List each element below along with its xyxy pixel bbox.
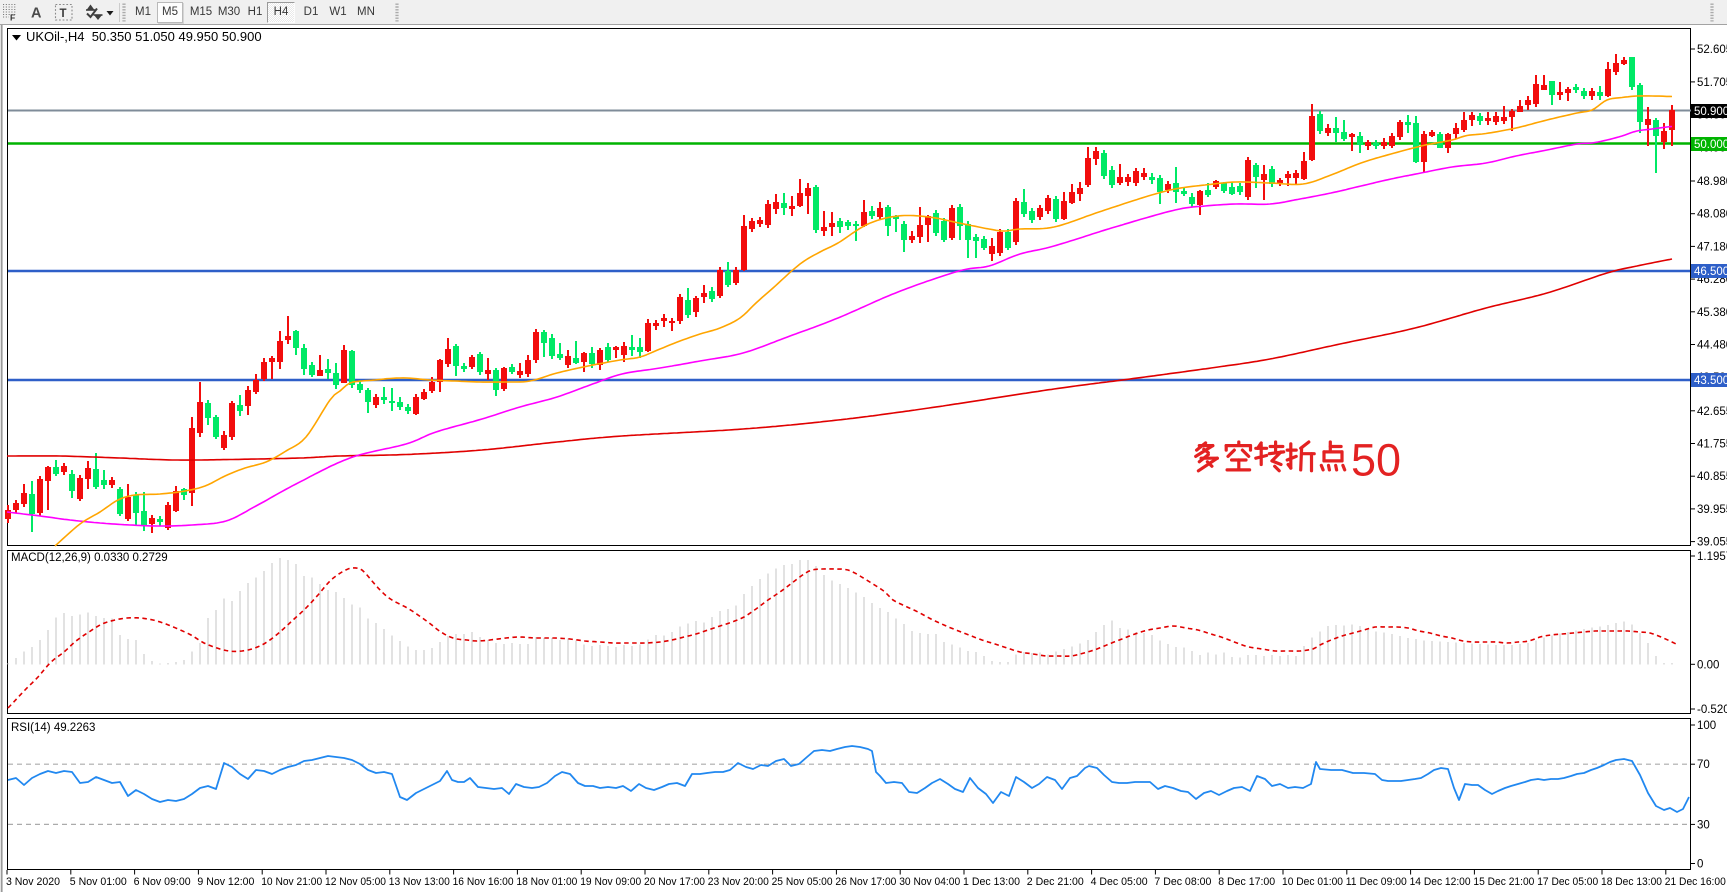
- svg-text:8 Dec 17:00: 8 Dec 17:00: [1218, 876, 1275, 888]
- svg-text:26 Nov 17:00: 26 Nov 17:00: [835, 876, 896, 888]
- svg-text:4 Dec 05:00: 4 Dec 05:00: [1091, 876, 1148, 888]
- svg-text:18 Dec 13:00: 18 Dec 13:00: [1601, 876, 1662, 888]
- svg-text:47.180: 47.180: [1697, 241, 1727, 253]
- svg-text:-0.5209: -0.5209: [1697, 704, 1727, 716]
- svg-text:A: A: [31, 6, 42, 22]
- svg-text:1 Dec 13:00: 1 Dec 13:00: [963, 876, 1020, 888]
- svg-text:14 Dec 12:00: 14 Dec 12:00: [1410, 876, 1471, 888]
- svg-text:40.855: 40.855: [1697, 471, 1727, 483]
- svg-text:12 Nov 05:00: 12 Nov 05:00: [325, 876, 386, 888]
- svg-text:21 Dec 16:00: 21 Dec 16:00: [1665, 876, 1726, 888]
- svg-text:44.480: 44.480: [1697, 340, 1727, 352]
- svg-text:10 Dec 01:00: 10 Dec 01:00: [1282, 876, 1343, 888]
- svg-text:70: 70: [1697, 759, 1710, 771]
- svg-text:7 Dec 08:00: 7 Dec 08:00: [1154, 876, 1211, 888]
- svg-text:UKOil-,H4 50.350 51.050 49.95: UKOil-,H4 50.350 51.050 49.950 50.900: [26, 29, 262, 44]
- svg-text:41.755: 41.755: [1697, 439, 1727, 451]
- svg-text:52.605: 52.605: [1697, 44, 1727, 56]
- svg-text:48.080: 48.080: [1697, 209, 1727, 221]
- svg-text:50: 50: [1351, 435, 1401, 486]
- svg-text:11 Dec 09:00: 11 Dec 09:00: [1346, 876, 1407, 888]
- svg-text:19 Nov 09:00: 19 Nov 09:00: [580, 876, 641, 888]
- svg-text:16 Nov 16:00: 16 Nov 16:00: [453, 876, 514, 888]
- svg-text:0.00: 0.00: [1697, 659, 1719, 671]
- svg-text:2 Dec 21:00: 2 Dec 21:00: [1027, 876, 1084, 888]
- svg-text:3 Nov 2020: 3 Nov 2020: [6, 876, 60, 888]
- svg-text:17 Dec 05:00: 17 Dec 05:00: [1537, 876, 1598, 888]
- svg-text:T: T: [60, 8, 67, 20]
- svg-text:51.705: 51.705: [1697, 77, 1727, 89]
- svg-text:F: F: [10, 13, 15, 23]
- svg-text:5 Nov 01:00: 5 Nov 01:00: [70, 876, 127, 888]
- svg-text:MACD(12,26,9) 0.0330 0.2729: MACD(12,26,9) 0.0330 0.2729: [11, 552, 168, 564]
- svg-text:15 Dec 21:00: 15 Dec 21:00: [1473, 876, 1534, 888]
- svg-text:20 Nov 17:00: 20 Nov 17:00: [644, 876, 705, 888]
- svg-text:45.380: 45.380: [1697, 307, 1727, 319]
- svg-text:13 Nov 13:00: 13 Nov 13:00: [389, 876, 450, 888]
- svg-text:0: 0: [1697, 859, 1703, 871]
- svg-text:48.980: 48.980: [1697, 176, 1727, 188]
- svg-text:6 Nov 09:00: 6 Nov 09:00: [134, 876, 191, 888]
- svg-text:RSI(14) 49.2263: RSI(14) 49.2263: [11, 722, 95, 734]
- svg-text:23 Nov 20:00: 23 Nov 20:00: [708, 876, 769, 888]
- svg-text:9 Nov 12:00: 9 Nov 12:00: [197, 876, 254, 888]
- svg-text:39.955: 39.955: [1697, 504, 1727, 516]
- svg-text:43.500: 43.500: [1694, 375, 1727, 387]
- svg-text:25 Nov 05:00: 25 Nov 05:00: [772, 876, 833, 888]
- svg-text:18 Nov 01:00: 18 Nov 01:00: [516, 876, 577, 888]
- svg-text:39.055: 39.055: [1697, 537, 1727, 549]
- svg-text:50.000: 50.000: [1694, 139, 1727, 151]
- svg-text:50.900: 50.900: [1694, 106, 1727, 118]
- svg-text:30: 30: [1697, 819, 1710, 831]
- svg-text:46.500: 46.500: [1694, 266, 1727, 278]
- svg-text:30 Nov 04:00: 30 Nov 04:00: [899, 876, 960, 888]
- svg-text:10 Nov 21:00: 10 Nov 21:00: [261, 876, 322, 888]
- svg-text:42.655: 42.655: [1697, 406, 1727, 418]
- svg-text:100: 100: [1697, 720, 1716, 732]
- svg-text:1.1957: 1.1957: [1697, 551, 1727, 563]
